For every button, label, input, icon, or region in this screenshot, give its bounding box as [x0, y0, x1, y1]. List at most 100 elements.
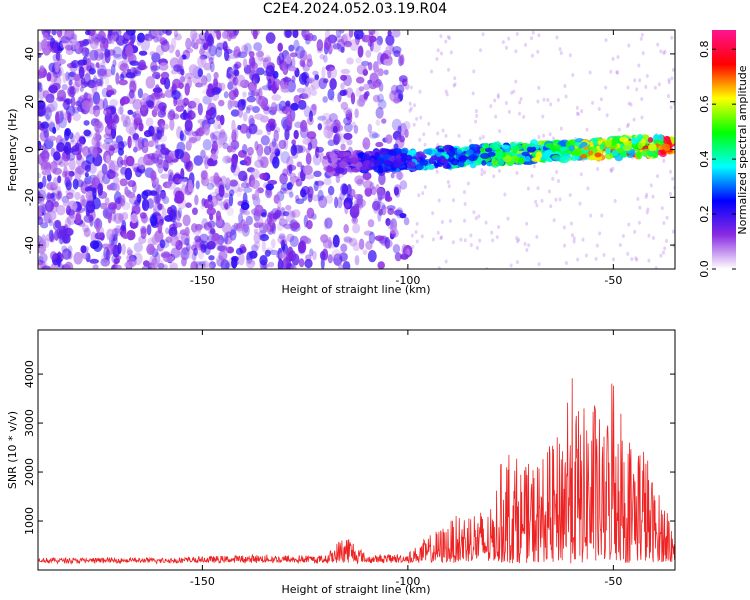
spectrogram-cell: [329, 78, 337, 90]
spectrogram-cell: [286, 182, 293, 190]
spectrogram-cell: [155, 159, 165, 169]
spectrogram-cell: [237, 51, 248, 59]
spectrogram-cell: [279, 251, 287, 260]
spectrogram-cell: [423, 185, 427, 190]
spectrogram-cell: [101, 243, 111, 249]
spectrogram-cell: [267, 212, 272, 218]
spectrogram-cell: [115, 72, 120, 85]
spectrogram-cell: [153, 36, 159, 43]
spectrogram-cell: [670, 35, 674, 40]
spectrogram-cell: [580, 154, 588, 159]
spectrogram-cell: [636, 196, 640, 201]
spectrogram-cell: [509, 263, 513, 268]
spectrogram-cell: [208, 255, 215, 261]
spectrogram-cell: [195, 82, 203, 88]
spectrogram-cell: [301, 60, 306, 68]
spectrogram-cell: [559, 155, 570, 164]
spectrogram-cell: [349, 205, 360, 219]
spectrogram-cell: [38, 70, 44, 79]
spectrogram-cell: [109, 132, 116, 140]
spectrogram-cell: [157, 259, 165, 269]
spectrogram-cell: [145, 99, 154, 108]
spectrogram-cell: [191, 207, 198, 216]
spectrogram-cell: [645, 74, 649, 79]
spectrogram-cell: [605, 147, 611, 155]
spectrogram-cell: [374, 235, 385, 242]
spectrogram-cell: [444, 89, 448, 94]
spectrogram-cell: [100, 61, 106, 68]
spectrogram-cell: [446, 34, 450, 39]
spectrogram-cell: [126, 191, 136, 199]
spectrogram-cell: [340, 101, 349, 111]
spectrogram-cell: [291, 211, 297, 218]
spectrogram-cell: [353, 30, 364, 40]
spectrogram-cell: [393, 97, 401, 104]
spectrogram-cell: [244, 210, 251, 216]
spectrogram-cell: [222, 41, 228, 52]
spectrogram-cell: [215, 46, 223, 58]
spectrogram-cell: [140, 227, 147, 240]
spectrogram-cell: [245, 259, 256, 265]
spectrogram-cell: [391, 30, 401, 38]
spectrogram-cell: [120, 140, 128, 148]
spectrogram-cell: [151, 132, 157, 142]
spectrogram-cell: [175, 49, 181, 58]
spectrogram-cell: [58, 137, 67, 144]
spectrogram-cell: [132, 98, 143, 111]
spectrogram-cell: [323, 54, 328, 63]
spectrogram-cell: [367, 249, 377, 263]
spectrogram-cell: [453, 76, 457, 81]
spectrogram-cell: [469, 242, 473, 247]
spectrogram-cell: [280, 84, 290, 93]
spectrogram-cell: [47, 193, 53, 200]
spectrogram-cell: [375, 183, 380, 193]
spectrogram-cell: [293, 94, 301, 104]
spectrogram-cell: [354, 193, 364, 200]
spectrogram-cell: [83, 214, 94, 223]
spectrogram-cell: [80, 245, 87, 254]
spectrogram-cell: [242, 192, 248, 206]
spectrogram-cell: [329, 42, 338, 50]
spectrogram-cell: [306, 207, 315, 219]
spectrogram-cell: [239, 123, 249, 134]
spectrogram-cell: [638, 78, 642, 83]
spectrogram-cell: [52, 126, 57, 134]
spectrogram-cell: [308, 110, 313, 123]
spectrogram-cell: [62, 102, 67, 108]
spectrogram-cell: [195, 224, 202, 233]
spectrogram-cell: [306, 116, 314, 126]
spectrogram-cell: [197, 55, 207, 68]
spectrogram-cell: [365, 240, 373, 250]
spectrogram-cell: [319, 251, 326, 260]
spectrogram-cell: [97, 65, 107, 76]
spectrogram-cell: [199, 260, 207, 267]
spectrogram-cell: [110, 120, 117, 134]
spectrogram-cell: [220, 40, 228, 47]
spectrogram-cell: [233, 46, 241, 58]
spectrogram-cell: [323, 78, 329, 84]
spectrogram-cell: [355, 76, 365, 84]
spectrogram-cell: [402, 121, 411, 131]
spectrogram-cell: [44, 146, 49, 154]
snr-ylabel: SNR (10 * v/v): [6, 411, 19, 489]
spectrogram-cell: [38, 259, 44, 266]
spectrogram-cell: [646, 207, 650, 212]
spectrogram-cell: [437, 266, 441, 269]
spectrogram-cell: [599, 143, 606, 151]
spectrogram-cell: [609, 167, 613, 172]
spectrogram-cell: [131, 205, 141, 215]
spectrogram-cell: [357, 45, 364, 58]
spectrogram-cell: [246, 182, 251, 188]
spectrogram-cell: [99, 202, 108, 210]
spectrogram-cell: [242, 58, 248, 68]
spectrogram-cell: [615, 70, 619, 75]
spectrogram-cell: [279, 172, 288, 185]
spectrogram-cell: [524, 155, 531, 162]
spectrogram-cell: [289, 250, 296, 262]
spectrogram-cell: [254, 88, 261, 95]
spectrogram-cell: [271, 106, 278, 113]
spectrogram-cell: [278, 233, 286, 240]
spectrogram-cell: [659, 253, 663, 258]
spectrogram-cell: [647, 136, 654, 143]
spectrogram-cell: [126, 253, 135, 262]
